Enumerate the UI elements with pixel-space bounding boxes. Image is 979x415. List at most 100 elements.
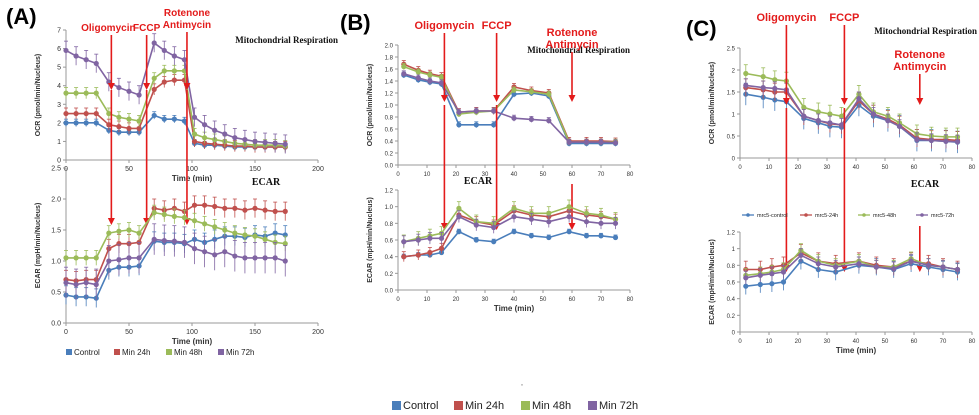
data-point-min72 <box>815 118 821 124</box>
data-point-min24 <box>262 207 268 213</box>
data-point-min72 <box>262 139 268 145</box>
data-point-min72 <box>232 253 238 259</box>
data-point-min72 <box>106 258 112 264</box>
data-point-min72 <box>856 96 862 102</box>
y-tick-label: 2 <box>57 120 61 127</box>
data-point-min48 <box>415 69 421 75</box>
data-point-min48 <box>63 255 69 261</box>
data-point-min48 <box>202 135 208 141</box>
annotation-label: FCCP <box>829 12 859 24</box>
panel-a-ecar-chart: 0.0 0.5 1.0 1.5 2.0 2.5 0 50 100 150 200 Time (min)… <box>35 166 324 347</box>
data-point-min48 <box>546 91 552 97</box>
panel-label: (C) <box>686 16 717 41</box>
data-point-min72 <box>151 40 157 46</box>
data-point-min72 <box>181 239 188 245</box>
data-point-min48 <box>136 118 142 124</box>
legend-label: Control <box>74 348 100 357</box>
data-point-control <box>181 118 188 124</box>
y-tick-label: 2.5 <box>51 166 61 173</box>
y-axis-title: OCR (pmol/min/Nucleus) <box>367 64 374 146</box>
panel-label: (B) <box>340 10 371 35</box>
data-point-min72 <box>546 118 552 124</box>
data-point-min48 <box>222 227 228 233</box>
data-point-control <box>583 233 590 239</box>
data-point-control <box>528 233 535 239</box>
y-tick-label: 1.4 <box>385 80 394 86</box>
legend-label: mrc5-48h <box>873 213 896 219</box>
legend-swatch-min48 <box>521 401 530 410</box>
annotation-label: Oligomycin <box>81 23 135 34</box>
data-point-min24 <box>161 79 167 85</box>
y-axis-title: OCR (pmol/min/Nucleus) <box>35 54 42 136</box>
data-point-control <box>491 122 497 128</box>
y-tick-label: 0.6 <box>727 281 736 287</box>
legend-swatch-min72 <box>588 401 597 410</box>
data-point-min24 <box>232 205 238 211</box>
annotation-arrowhead <box>440 223 448 230</box>
x-tick-label: 80 <box>627 297 634 303</box>
data-point-min24 <box>126 125 132 132</box>
y-tick-label: 0.4 <box>385 255 394 261</box>
data-point-min72 <box>63 47 69 54</box>
panel-c-ecar-chart: 0 0.2 0.4 0.6 0.8 1 1.2 0 10 20 30 40 50 60 70 80 Time (… <box>709 179 976 355</box>
y-tick-label: 1.0 <box>385 104 394 110</box>
data-point-min48 <box>171 68 177 74</box>
series-line-control <box>403 74 616 145</box>
data-point-min72 <box>598 139 604 145</box>
data-point-min24 <box>427 249 433 256</box>
data-point-control <box>171 116 177 122</box>
series-line-min48 <box>66 70 286 147</box>
data-point-min48 <box>126 227 132 233</box>
x-tick-label: 70 <box>940 339 947 345</box>
data-point-min72 <box>769 271 775 277</box>
data-point-min72 <box>212 127 218 133</box>
annotation-fccp: FCCP <box>829 12 859 272</box>
series-line-min72 <box>745 84 958 143</box>
data-point-min72 <box>583 139 590 145</box>
y-tick-label: 0.5 <box>51 290 61 297</box>
data-point-min72 <box>93 281 99 288</box>
data-point-control <box>161 116 167 122</box>
data-point-min72 <box>415 237 421 243</box>
data-point-min24 <box>282 208 288 214</box>
x-tick-label: 60 <box>569 297 576 303</box>
x-tick-label: 60 <box>911 165 918 171</box>
legend-label: mrc5-24h <box>815 213 838 219</box>
data-point-min72 <box>908 258 914 264</box>
series-line-min48 <box>66 211 286 259</box>
x-tick-label: 0 <box>738 165 742 171</box>
x-tick-label: 50 <box>125 166 133 173</box>
data-point-min72 <box>136 255 142 261</box>
data-point-min72 <box>954 139 961 145</box>
annotation-oligomycin: Oligomycin <box>81 23 136 225</box>
legend-marker <box>920 213 924 217</box>
y-tick-label: 3 <box>57 102 61 109</box>
panel-c-ocr-chart: 0 0.5 1 1.5 2 2.5 0 10 20 30 40 50 60 70 80 OCR (pmol/m… <box>686 12 977 272</box>
data-point-control <box>757 281 763 288</box>
data-point-min72 <box>191 246 198 252</box>
annotation-label: Oligomycin <box>756 12 816 24</box>
data-point-min48 <box>171 213 177 219</box>
x-axis-title: Time (min) <box>836 346 877 355</box>
data-point-min72 <box>943 138 949 144</box>
x-tick-label: 10 <box>766 339 773 345</box>
legend-swatch-control <box>392 401 401 410</box>
x-tick-label: 0 <box>738 339 742 345</box>
data-point-min72 <box>272 255 278 261</box>
series-line-min24 <box>65 204 286 282</box>
legend-label: Control <box>403 400 438 412</box>
data-point-min24 <box>73 110 79 117</box>
data-point-min72 <box>896 123 903 129</box>
annotation-label-line2: Antimycin <box>545 39 598 51</box>
data-point-min48 <box>161 68 167 74</box>
data-point-control <box>780 279 787 285</box>
chart-title: Mitochondrial Respiration <box>527 45 630 55</box>
legend-marker <box>746 213 750 217</box>
annotation-arrowhead <box>183 83 191 90</box>
data-point-min72 <box>136 92 142 98</box>
data-point-min72 <box>473 222 479 228</box>
data-point-min72 <box>438 235 445 241</box>
data-point-control <box>511 91 517 97</box>
x-tick-label: 30 <box>482 172 489 178</box>
